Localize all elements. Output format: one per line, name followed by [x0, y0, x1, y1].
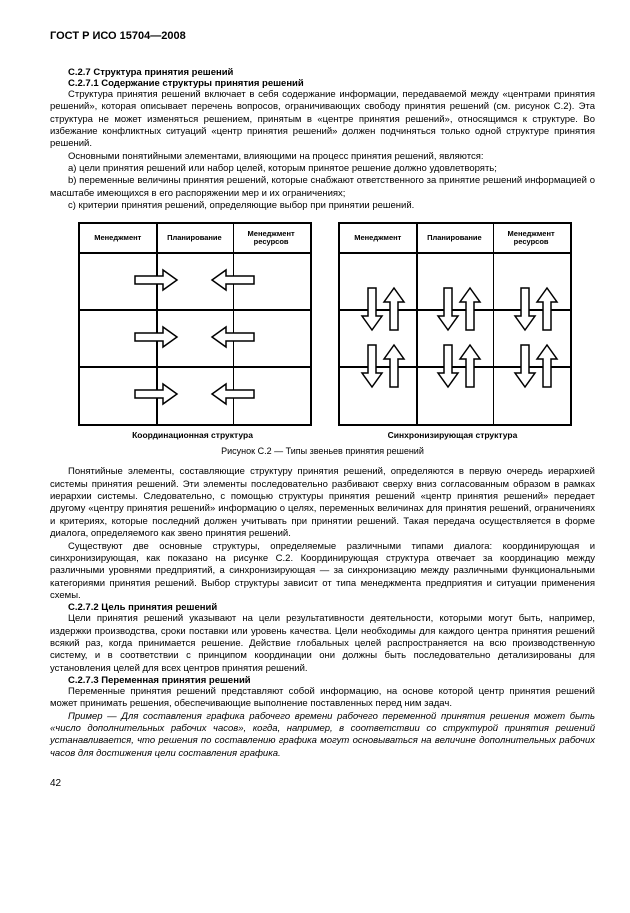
arrow-down-icon [360, 343, 384, 389]
arrow-down-icon [360, 286, 384, 332]
document-header: ГОСТ Р ИСО 15704—2008 [50, 30, 595, 42]
section-c271-title: С.2.7.1 Содержание структуры принятия ре… [50, 78, 595, 89]
figure-c2: Менеджмент Планирование Менеджмент ресур… [50, 222, 595, 440]
arrow-up-icon [535, 343, 559, 389]
paragraph-5: Цели принятия решений указывают на цели … [50, 613, 595, 675]
diagram-left: Менеджмент Планирование Менеджмент ресур… [78, 222, 308, 440]
page-number: 42 [50, 778, 595, 789]
arrow-down-icon [436, 343, 460, 389]
paragraph-example: Пример — Для составления графика рабочег… [50, 711, 595, 760]
paragraph-1: Структура принятия решений включает в се… [50, 89, 595, 151]
arrow-up-icon [382, 286, 406, 332]
figure-caption: Рисунок С.2 — Типы звеньев принятия реше… [50, 446, 595, 456]
paragraph-6: Переменные принятия решений представляют… [50, 686, 595, 711]
section-c27-title: С.2.7 Структура принятия решений [50, 67, 595, 78]
arrow-right-icon [133, 268, 179, 292]
diagram-right-header-1: Менеджмент [340, 224, 417, 252]
arrow-left-icon [210, 382, 256, 406]
diagram-left-header-3: Менеджмент ресурсов [233, 224, 310, 252]
diagram-right-header-3: Менеджмент ресурсов [493, 224, 570, 252]
diagram-left-label: Координационная структура [78, 430, 308, 440]
arrow-up-icon [382, 343, 406, 389]
section-c273-title: С.2.7.3 Переменная принятия решений [50, 675, 595, 686]
arrow-left-icon [210, 268, 256, 292]
diagram-left-header-1: Менеджмент [80, 224, 157, 252]
arrow-up-icon [458, 343, 482, 389]
arrow-down-icon [513, 286, 537, 332]
arrow-up-icon [535, 286, 559, 332]
list-item-c: c) критерии принятия решений, определяющ… [50, 200, 595, 212]
arrow-left-icon [210, 325, 256, 349]
arrow-right-icon [133, 382, 179, 406]
section-c272-title: С.2.7.2 Цель принятия решений [50, 602, 595, 613]
arrow-up-icon [458, 286, 482, 332]
arrow-down-icon [436, 286, 460, 332]
paragraph-3: Понятийные элементы, составляющие структ… [50, 466, 595, 540]
diagram-right-header-2: Планирование [416, 224, 493, 252]
list-item-a: a) цели принятия решений или набор целей… [50, 163, 595, 175]
paragraph-4: Существуют две основные структуры, опред… [50, 541, 595, 603]
diagram-left-header-2: Планирование [156, 224, 233, 252]
diagram-right: Менеджмент Планирование Менеджмент ресур… [338, 222, 568, 440]
arrow-down-icon [513, 343, 537, 389]
arrow-right-icon [133, 325, 179, 349]
paragraph-2: Основными понятийными элементами, влияющ… [50, 151, 595, 163]
list-item-b: b) переменные величины принятия решений,… [50, 175, 595, 200]
diagram-right-label: Синхронизирующая структура [338, 430, 568, 440]
